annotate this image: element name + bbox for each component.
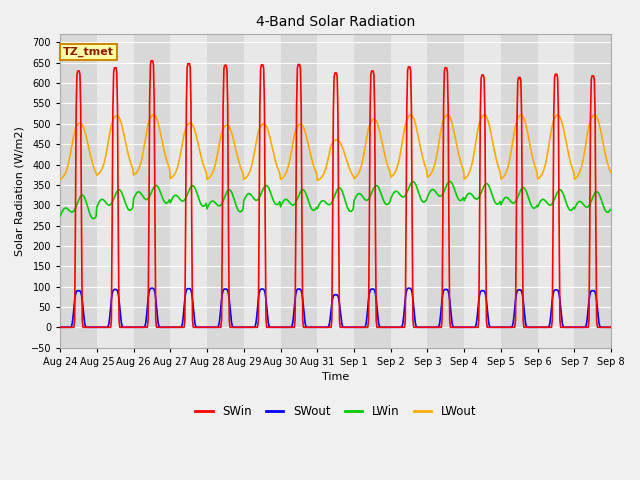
Legend: SWin, SWout, LWin, LWout: SWin, SWout, LWin, LWout [190,400,481,423]
X-axis label: Time: Time [322,372,349,382]
Bar [134,35,170,348]
Bar [97,35,134,348]
Bar [317,35,354,348]
Bar [538,35,575,348]
Bar [170,35,207,348]
Bar [244,35,280,348]
Y-axis label: Solar Radiation (W/m2): Solar Radiation (W/m2) [15,126,25,256]
Bar [60,35,97,348]
Bar [207,35,244,348]
Bar [575,35,611,348]
Title: 4-Band Solar Radiation: 4-Band Solar Radiation [256,15,415,29]
Bar [464,35,501,348]
Bar [501,35,538,348]
Bar [428,35,464,348]
Bar [280,35,317,348]
Text: TZ_tmet: TZ_tmet [63,47,114,57]
Bar [391,35,428,348]
Bar [354,35,391,348]
